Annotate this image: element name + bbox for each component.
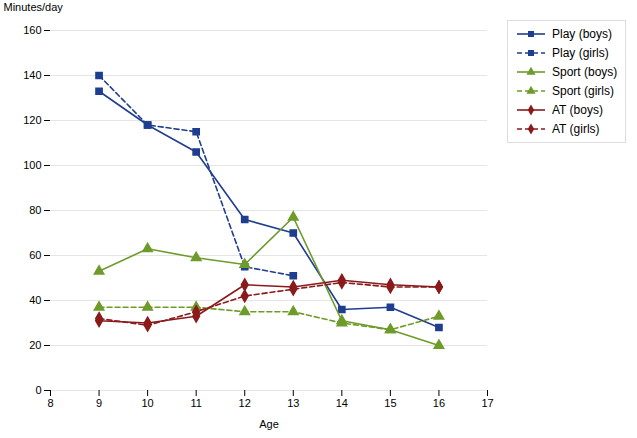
svg-text:60: 60	[29, 249, 41, 261]
html-text:Sport (girls): Sport (girls)	[552, 84, 614, 98]
svg-text:15: 15	[384, 397, 396, 409]
html-text:AT (boys): AT (boys)	[552, 103, 603, 117]
svg-text:100: 100	[23, 159, 41, 171]
html-text:Play (girls): Play (girls)	[552, 46, 609, 60]
svg-text:13: 13	[287, 397, 299, 409]
svg-text:16: 16	[433, 397, 445, 409]
svg-text:Age: Age	[259, 418, 279, 430]
svg-text:8: 8	[47, 397, 53, 409]
svg-text:Minutes/day: Minutes/day	[4, 1, 64, 13]
svg-text:80: 80	[29, 204, 41, 216]
html-text:Sport (boys): Sport (boys)	[552, 65, 618, 79]
html-text:AT (girls): AT (girls)	[552, 122, 600, 136]
svg-text:10: 10	[141, 397, 153, 409]
svg-text:0: 0	[35, 384, 41, 396]
svg-text:12: 12	[239, 397, 251, 409]
svg-text:20: 20	[29, 339, 41, 351]
svg-text:160: 160	[23, 24, 41, 36]
svg-text:140: 140	[23, 69, 41, 81]
svg-text:120: 120	[23, 114, 41, 126]
svg-text:14: 14	[336, 397, 348, 409]
svg-text:40: 40	[29, 294, 41, 306]
html-text:Play (boys): Play (boys)	[552, 27, 612, 41]
svg-text:17: 17	[481, 397, 493, 409]
svg-text:9: 9	[96, 397, 102, 409]
svg-text:11: 11	[190, 397, 201, 409]
